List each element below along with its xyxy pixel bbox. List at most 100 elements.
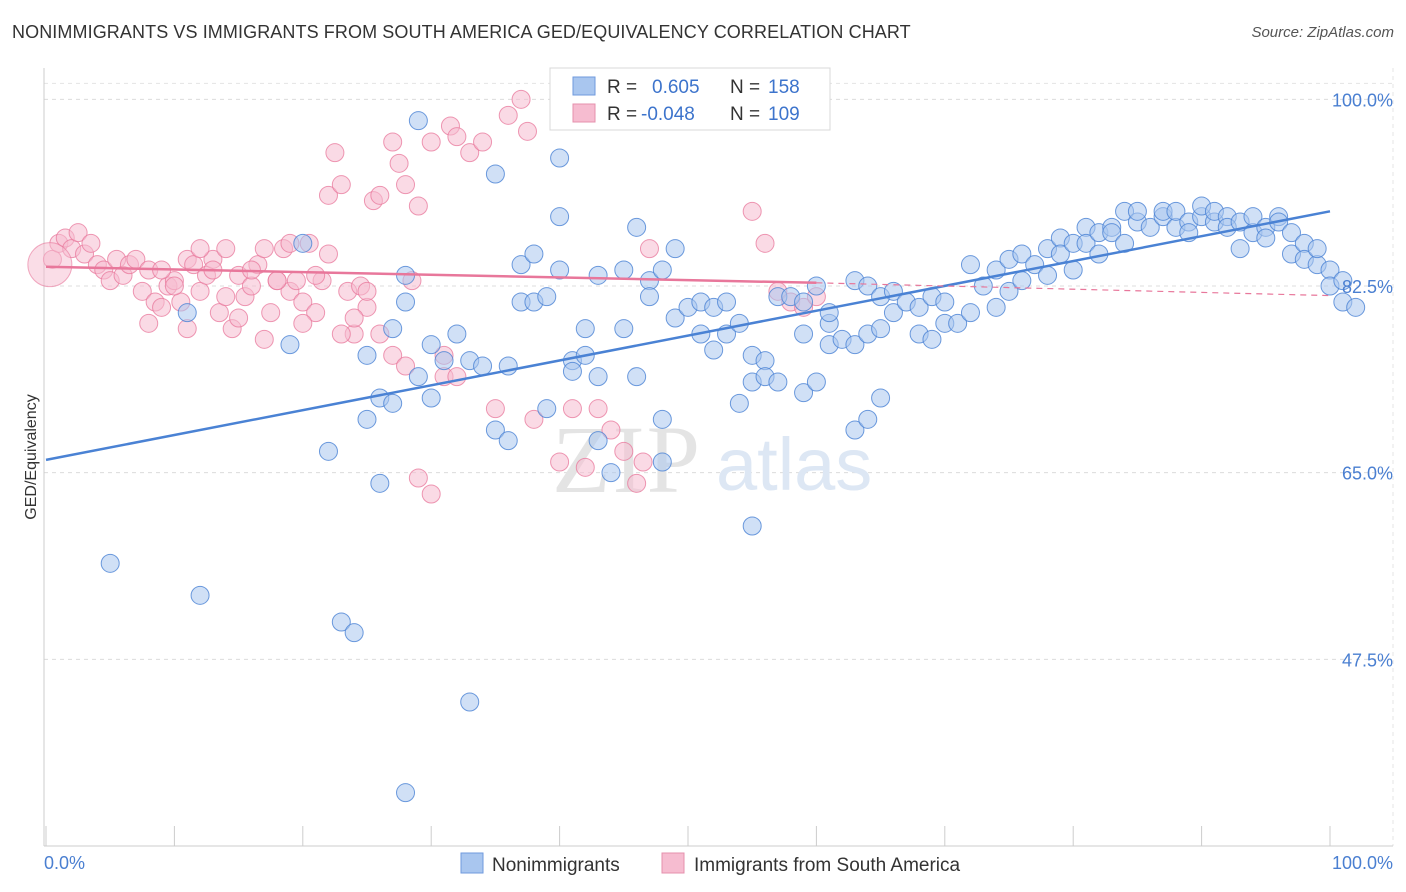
nonimmigrants-point-6 [331, 612, 351, 632]
nonimmigrants-point-0 [100, 553, 120, 573]
nonimmigrants-point-81 [858, 276, 878, 296]
nonimmigrants-point-154 [858, 409, 878, 429]
immigrants-point-51 [370, 185, 390, 205]
immigrants-point-68 [550, 452, 570, 472]
legend-swatch-blue [572, 76, 596, 96]
immigrants-point-53 [389, 153, 409, 173]
nonimmigrants-point-38 [562, 361, 582, 381]
nonimmigrants-trend-line [45, 210, 1331, 462]
nonimmigrants-point-60 [717, 292, 737, 312]
nonimmigrants-point-159 [588, 431, 608, 451]
nonimmigrants-point-49 [639, 287, 659, 307]
nonimmigrants-point-32 [537, 287, 557, 307]
nonimmigrants-point-65 [755, 351, 775, 371]
nonimmigrants-point-121 [1140, 217, 1160, 237]
immigrants-point-43 [318, 185, 338, 205]
nonimmigrants-point-50 [652, 409, 672, 429]
nonimmigrants-point-1 [190, 585, 210, 605]
immigrants-point-6 [81, 233, 101, 253]
zipatlas-watermark: ZIP atlas [552, 406, 872, 513]
series-legend-label-1: Nonimmigrants [492, 855, 620, 876]
y-tick-labels: 100.0% 82.5% 65.0% 47.5% [1332, 90, 1393, 670]
immigrants-point-61 [460, 143, 480, 163]
immigrants-point-90 [229, 308, 249, 328]
series-legend-swatch-blue [460, 852, 484, 874]
immigrants-point-85 [164, 276, 184, 296]
immigrants-point-105 [421, 484, 441, 504]
nonimmigrants-point-95 [960, 303, 980, 323]
immigrants-point-45 [331, 175, 351, 195]
immigrants-point-97 [318, 244, 338, 264]
nonimmigrants-point-68 [768, 372, 788, 392]
nonimmigrants-point-153 [845, 420, 865, 440]
immigrants-point-96 [306, 265, 326, 285]
nonimmigrants-point-11 [370, 473, 390, 493]
nonimmigrants-point-71 [794, 383, 814, 403]
immigrants-point-98 [331, 324, 351, 344]
immigrants-point-44 [325, 143, 345, 163]
trend-lines [45, 210, 1331, 462]
immigrants-point-92 [254, 329, 274, 349]
nonimmigrants-point-19 [421, 388, 441, 408]
y-axis-label: GED/Equivalency [23, 394, 40, 519]
chart-title: NONIMMIGRANTS VS IMMIGRANTS FROM SOUTH A… [12, 22, 911, 42]
immigrants-point-102 [383, 345, 403, 365]
nonimmigrants-point-93 [935, 292, 955, 312]
nonimmigrants-point-151 [1333, 271, 1353, 291]
nonimmigrants-point-125 [1166, 201, 1186, 221]
immigrants-point-52 [383, 132, 403, 152]
legend-r-value-1: 0.605 [652, 77, 700, 98]
nonimmigrants-point-142 [1281, 223, 1301, 243]
nonimmigrants-point-2 [177, 303, 197, 323]
nonimmigrants-point-110 [1063, 260, 1083, 280]
watermark-atlas: atlas [716, 423, 872, 506]
immigrants-point-107 [447, 367, 467, 387]
nonimmigrants-point-45 [614, 319, 634, 339]
series-legend-swatch-pink [661, 852, 685, 874]
immigrants-point-27 [216, 287, 236, 307]
nonimmigrants-point-31 [524, 244, 544, 264]
immigrants-point-100 [357, 281, 377, 301]
series-legend: Nonimmigrants Immigrants from South Amer… [460, 852, 961, 876]
immigrants-point-83 [139, 313, 159, 333]
nonimmigrants-point-155 [871, 388, 891, 408]
nonimmigrants-point-53 [665, 308, 685, 328]
series-legend-label-2: Immigrants from South America [694, 855, 961, 876]
immigrants-point-23 [190, 281, 210, 301]
nonimmigrants-point-57 [704, 340, 724, 360]
nonimmigrants-point-62 [729, 393, 749, 413]
immigrants-point-14 [132, 281, 152, 301]
nonimmigrants-point-70 [794, 292, 814, 312]
nonimmigrants-point-51 [652, 260, 672, 280]
immigrants-point-69 [562, 399, 582, 419]
immigrants-point-93 [267, 271, 287, 291]
immigrants-point-65 [511, 89, 531, 109]
nonimmigrants-point-36 [550, 148, 570, 168]
x-tick-label-0: 0.0% [44, 853, 85, 873]
legend-n-label-2: N = [730, 104, 760, 125]
immigrants-point-103 [396, 356, 416, 376]
nonimmigrants-point-52 [665, 239, 685, 259]
immigrants-points [27, 89, 826, 504]
nonimmigrants-point-89 [909, 297, 929, 317]
immigrants-point-60 [447, 127, 467, 147]
nonimmigrants-point-42 [588, 367, 608, 387]
immigrants-trend-line [45, 265, 817, 285]
axes [43, 68, 1393, 847]
nonimmigrants-point-44 [614, 260, 634, 280]
immigrants-point-77 [742, 201, 762, 221]
nonimmigrants-point-23 [460, 692, 480, 712]
immigrants-point-62 [473, 132, 493, 152]
immigrants-point-33 [254, 239, 274, 259]
nonimmigrants-point-40 [575, 319, 595, 339]
x-tick-label-1: 100.0% [1332, 853, 1393, 873]
legend-r-value-2: -0.048 [641, 104, 695, 125]
nonimmigrants-point-97 [973, 276, 993, 296]
immigrants-point-34 [261, 303, 281, 323]
nonimmigrants-point-106 [1038, 265, 1058, 285]
nonimmigrants-point-85 [883, 303, 903, 323]
y-tick-label-1: 82.5% [1342, 277, 1393, 297]
nonimmigrants-point-24 [473, 356, 493, 376]
immigrants-point-99 [344, 308, 364, 328]
